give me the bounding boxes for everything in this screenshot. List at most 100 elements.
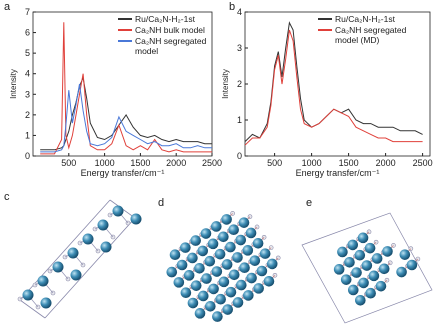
atom <box>205 301 216 312</box>
atom <box>351 267 362 278</box>
x-tick-label: 500 <box>267 158 282 168</box>
atom <box>212 266 223 277</box>
atom <box>264 276 275 287</box>
legend-item: Ca₂NH bulk model <box>118 25 213 35</box>
atom <box>215 249 226 260</box>
x-tick-label: 2500 <box>202 158 222 168</box>
atom <box>260 248 271 259</box>
atom <box>211 221 222 232</box>
atom <box>348 285 359 296</box>
atom <box>181 287 192 298</box>
atom <box>239 217 250 228</box>
legend-label: Ca₂NH bulk model <box>135 25 205 35</box>
atom <box>379 263 390 274</box>
y-tick-label: 6 <box>25 28 30 38</box>
atom <box>334 264 345 275</box>
legend: Ru/Ca₂N-H₂-1stCa₂NH bulk modelCa₂NH segr… <box>118 14 213 57</box>
atom <box>83 234 94 245</box>
y-axis-label: Intensity <box>9 69 18 99</box>
atom <box>229 269 240 280</box>
atom <box>197 246 208 257</box>
atom <box>382 246 393 257</box>
atom <box>226 287 237 298</box>
legend-label: Ca₂NH segregated model <box>135 36 213 56</box>
atom <box>188 298 199 309</box>
atom <box>236 280 247 291</box>
legend-item: Ru/Ca₂N-H₂-1st <box>318 14 413 24</box>
atom <box>246 273 257 284</box>
atom <box>201 273 212 284</box>
atom <box>177 260 188 271</box>
panel-label: c <box>4 191 10 203</box>
atom <box>71 270 82 281</box>
series-line <box>245 30 423 145</box>
panel-label: a <box>4 1 11 13</box>
panel-label: d <box>158 197 164 209</box>
atom <box>225 242 236 253</box>
atom <box>23 290 34 301</box>
x-tick-label: 2500 <box>413 158 433 168</box>
atom <box>194 263 205 274</box>
atom <box>267 259 278 270</box>
panel-label: b <box>229 1 235 13</box>
x-tick-label: 1500 <box>339 158 359 168</box>
atom <box>232 252 243 263</box>
atom <box>257 266 268 277</box>
legend-swatch <box>118 29 132 31</box>
atom <box>41 298 52 309</box>
legend-swatch <box>318 18 332 20</box>
y-axis-label: Intensity <box>221 69 230 99</box>
y-tick-label: 5 <box>25 48 30 58</box>
x-tick-label: 1000 <box>302 158 322 168</box>
atom <box>354 250 365 261</box>
legend-item: Ru/Ca₂N-H₂-1st <box>118 14 213 24</box>
atom <box>250 255 261 266</box>
atom <box>407 260 418 271</box>
atom <box>242 245 253 256</box>
atom <box>184 270 195 281</box>
y-tick-label: 3 <box>237 43 242 53</box>
y-tick-label: 3 <box>25 89 30 99</box>
atom <box>358 233 369 244</box>
atom <box>221 214 232 225</box>
atom <box>372 253 383 264</box>
atom <box>218 231 229 242</box>
legend-label: Ru/Ca₂N-H₂-1st <box>335 14 395 24</box>
x-tick-label: 2000 <box>376 158 396 168</box>
atom <box>113 206 124 217</box>
atom <box>358 278 369 289</box>
atom <box>365 243 376 254</box>
y-tick-label: 2 <box>237 79 242 89</box>
atom <box>191 280 202 291</box>
panel-label: e <box>306 197 312 209</box>
legend-swatch <box>318 29 332 31</box>
atom <box>174 277 185 288</box>
atom <box>253 283 264 294</box>
y-tick-label: 0 <box>237 151 242 161</box>
atom <box>204 256 215 267</box>
atom <box>235 235 246 246</box>
atom <box>53 262 64 273</box>
atom <box>369 271 380 282</box>
y-tick-label: 7 <box>25 7 30 17</box>
y-tick-label: 4 <box>25 69 30 79</box>
atom <box>166 267 177 278</box>
legend-item: Ca₂NH segregated model (MD) <box>318 25 413 45</box>
atom <box>222 259 233 270</box>
atom <box>253 238 264 249</box>
atom <box>222 304 233 315</box>
x-tick-label: 500 <box>61 158 76 168</box>
atom <box>68 248 79 259</box>
atom <box>246 228 257 239</box>
atom <box>365 288 376 299</box>
atom <box>208 239 219 250</box>
x-axis-label: Energy transfer/cm⁻¹ <box>81 168 165 178</box>
atom <box>337 247 348 258</box>
x-axis-label: Energy transfer/cm⁻¹ <box>296 168 380 178</box>
x-tick-label: 1000 <box>95 158 115 168</box>
atom <box>38 276 49 287</box>
y-tick-label: 1 <box>237 115 242 125</box>
atom <box>233 297 244 308</box>
atom <box>208 284 219 295</box>
atom <box>243 290 254 301</box>
